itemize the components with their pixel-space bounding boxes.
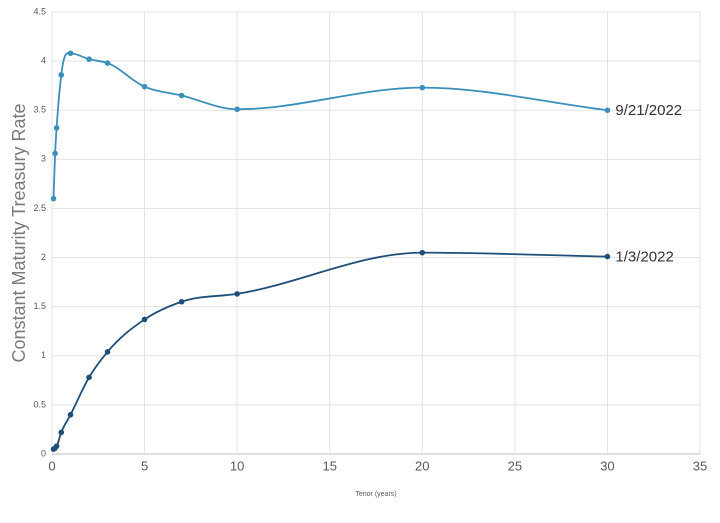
x-tick-label: 30 bbox=[600, 458, 614, 473]
x-tick-label: 35 bbox=[693, 458, 707, 473]
data-point bbox=[234, 291, 240, 297]
x-tick-label: 25 bbox=[508, 458, 522, 473]
x-tick-label: 15 bbox=[322, 458, 336, 473]
y-tick-label: 2 bbox=[41, 252, 46, 262]
data-point bbox=[53, 443, 60, 449]
series-line bbox=[53, 251, 608, 450]
data-point bbox=[419, 249, 426, 256]
data-point bbox=[67, 50, 74, 57]
data-point bbox=[604, 253, 611, 260]
y-tick-label: 4 bbox=[41, 55, 46, 65]
data-point bbox=[141, 316, 148, 323]
y-tick-label: 1 bbox=[41, 350, 46, 360]
data-point bbox=[104, 349, 111, 355]
x-tick-label: 0 bbox=[48, 458, 55, 473]
data-point bbox=[67, 411, 74, 418]
y-tick-label: 0.5 bbox=[33, 399, 46, 409]
y-tick-label: 2.5 bbox=[33, 203, 46, 213]
data-point bbox=[86, 374, 92, 381]
data-point bbox=[50, 195, 57, 202]
data-point bbox=[178, 92, 185, 99]
x-tick-label: 5 bbox=[141, 458, 148, 473]
y-tick-label: 4.5 bbox=[33, 6, 46, 16]
y-tick-label: 0 bbox=[41, 448, 46, 458]
series-line bbox=[52, 52, 608, 199]
x-axis-label: Tenor (years) bbox=[355, 491, 396, 498]
series-label: 1/3/2022 bbox=[615, 249, 673, 266]
data-point bbox=[178, 298, 185, 305]
data-point bbox=[604, 107, 611, 114]
data-point bbox=[53, 125, 60, 131]
data-point bbox=[419, 84, 426, 91]
data-point bbox=[234, 106, 240, 113]
y-axis-label: Constant Maturity Treasury Rate bbox=[9, 103, 29, 362]
y-tick-label: 3.5 bbox=[33, 105, 46, 115]
x-tick-label: 20 bbox=[415, 458, 429, 473]
data-point bbox=[58, 72, 65, 78]
data-point bbox=[86, 56, 92, 62]
series-label: 9/21/2022 bbox=[615, 102, 682, 119]
x-tick-label: 10 bbox=[230, 458, 244, 473]
data-point bbox=[104, 60, 111, 66]
data-point bbox=[52, 150, 58, 157]
y-tick-label: 1.5 bbox=[33, 301, 46, 311]
y-tick-label: 3 bbox=[41, 154, 46, 164]
data-point bbox=[58, 429, 65, 436]
data-point bbox=[141, 83, 148, 90]
